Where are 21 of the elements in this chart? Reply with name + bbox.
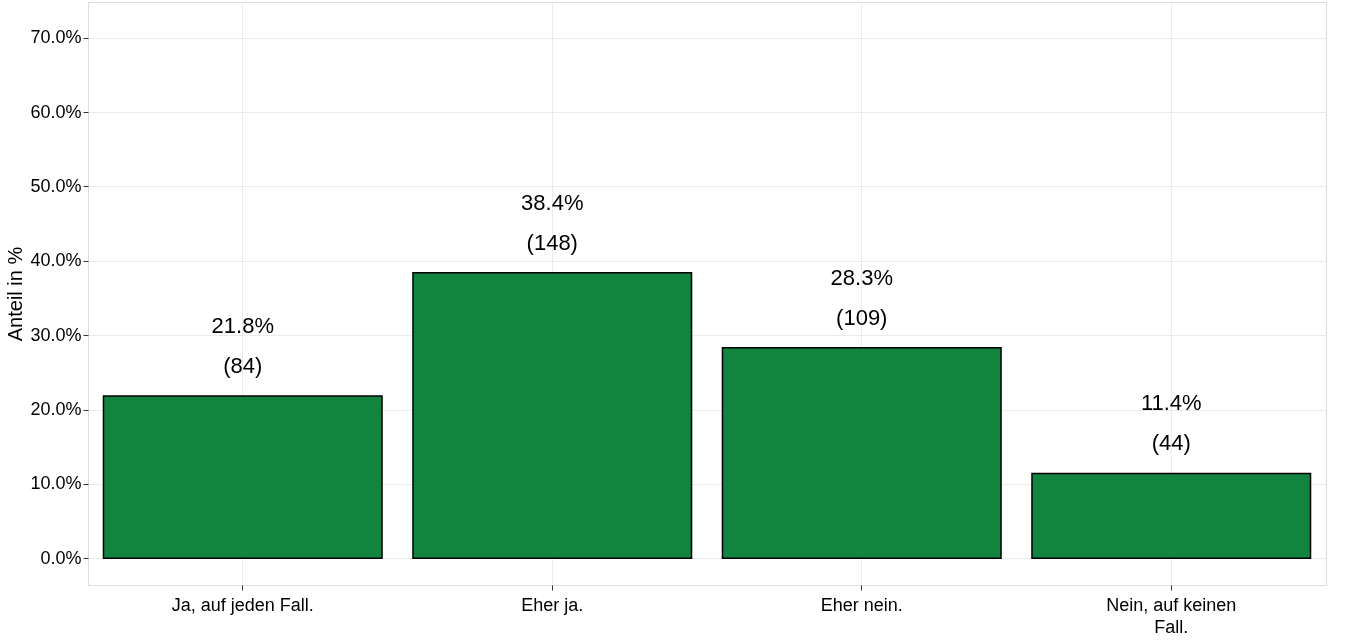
- y-axis-title: Anteil in %: [4, 246, 27, 342]
- data-label: 38.4% (148): [521, 189, 584, 255]
- x-tick-label: Nein, auf keinen Fall.: [1106, 594, 1237, 637]
- y-tick-label: 70.0%: [30, 27, 82, 48]
- y-tick-label: 60.0%: [30, 101, 82, 122]
- data-label: 21.8% (84): [211, 313, 274, 379]
- y-tick-label: 10.0%: [30, 473, 82, 494]
- y-tick-label: 0.0%: [40, 547, 82, 568]
- bar: [412, 271, 693, 559]
- y-tick-label: 40.0%: [30, 250, 82, 271]
- data-label: 11.4% (44): [1140, 390, 1202, 456]
- data-label: 28.3% (109): [830, 264, 893, 330]
- x-tick-label: Ja, auf jeden Fall.: [171, 594, 314, 615]
- bar: [102, 395, 383, 559]
- y-tick-label: 50.0%: [30, 175, 82, 196]
- bar: [1031, 472, 1312, 559]
- y-tick-label: 30.0%: [30, 324, 82, 345]
- bar: [721, 347, 1002, 559]
- x-tick-label: Eher nein.: [820, 594, 903, 615]
- x-tick-label: Eher ja.: [521, 594, 584, 615]
- y-tick-label: 20.0%: [30, 399, 82, 420]
